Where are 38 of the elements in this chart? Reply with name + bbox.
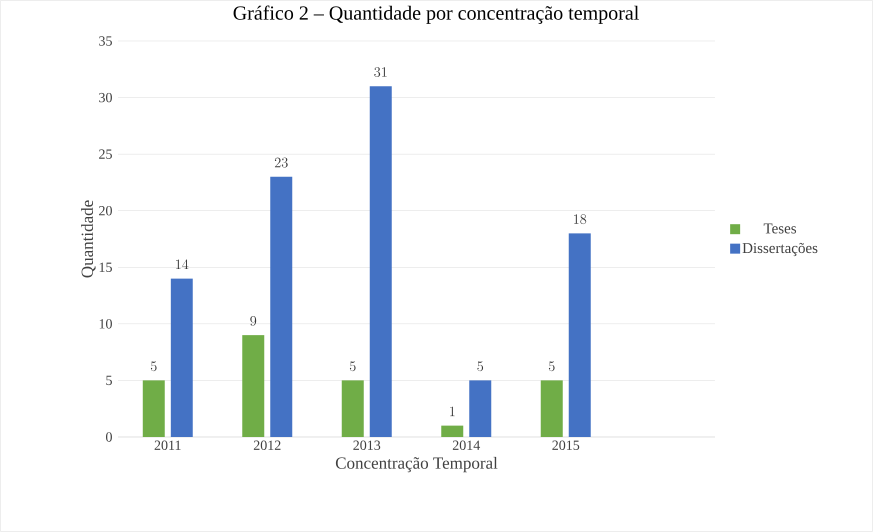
bar [441, 426, 464, 437]
x-tick-label: 2013 [353, 440, 380, 450]
bar [370, 86, 392, 437]
data-label: 23 [274, 158, 288, 168]
y-tick-label: 0 [106, 432, 112, 442]
bar [142, 380, 165, 437]
y-tick-label: 20 [99, 206, 112, 216]
y-tick-label: 30 [99, 92, 112, 102]
bar [469, 380, 492, 437]
data-label: 5 [150, 361, 157, 372]
bar [170, 278, 193, 437]
data-label: 5 [350, 361, 356, 372]
chart-title: Gráfico 2 – Quantidade por concentração temporal [234, 6, 639, 24]
x-axis-title: Concentração Temporal [336, 456, 498, 472]
x-tick-label: 2012 [254, 440, 280, 450]
bar [270, 176, 292, 437]
x-tick-label: 2015 [552, 440, 580, 450]
data-label: 5 [477, 361, 484, 372]
data-label: 14 [176, 259, 188, 270]
data-label: 1 [450, 406, 455, 416]
y-tick-label: 35 [99, 36, 112, 46]
y-axis-title: Quantidade [81, 200, 96, 278]
y-tick-label: 25 [99, 149, 112, 159]
bar [342, 380, 364, 437]
legend-label: Teses [764, 224, 796, 234]
data-label: 31 [374, 67, 387, 78]
data-label: 18 [574, 214, 586, 224]
y-tick-label: 10 [100, 319, 112, 329]
legend-label: Dissertações [742, 242, 818, 256]
y-tick-label: 15 [100, 262, 112, 272]
y-tick-label: 5 [106, 376, 112, 386]
x-tick-label: 2014 [452, 440, 480, 450]
data-label: 5 [548, 361, 555, 372]
x-tick-label: 2011 [154, 440, 181, 450]
bar [540, 380, 563, 437]
data-label: 9 [250, 316, 256, 326]
bar [242, 335, 264, 437]
bar [568, 233, 591, 437]
